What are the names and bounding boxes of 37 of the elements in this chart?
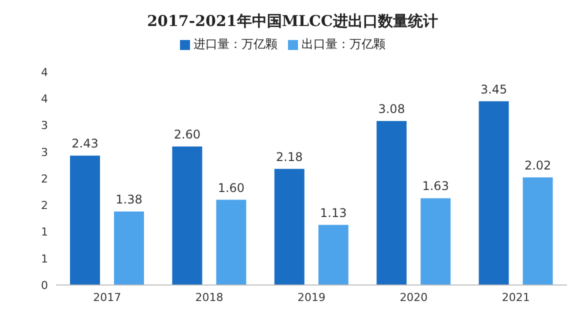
bar <box>522 177 553 285</box>
data-label: 3.45 <box>480 82 508 96</box>
data-label: 2.18 <box>276 150 303 164</box>
bar <box>376 120 407 285</box>
y-tick-label: 4 <box>41 92 48 106</box>
legend-label: 进口量：万亿颗 <box>194 37 278 51</box>
bar <box>172 146 202 285</box>
data-label: 2.43 <box>72 136 98 151</box>
y-tick-label: 3 <box>41 146 48 159</box>
x-tick-label: 2017 <box>93 290 122 304</box>
y-tick-label: 0 <box>41 278 48 292</box>
x-tick-label: 2018 <box>195 290 224 304</box>
data-label: 1.63 <box>422 179 449 194</box>
x-tick-label: 2020 <box>400 290 428 304</box>
y-tick-label: 2 <box>41 199 48 212</box>
data-label: 3.08 <box>378 102 405 116</box>
bar <box>114 212 144 285</box>
bar <box>478 101 509 285</box>
bar <box>318 224 348 285</box>
y-tick-label: 1 <box>41 226 48 239</box>
x-tick-label: 2021 <box>502 290 530 304</box>
bar <box>216 200 246 285</box>
bar <box>274 168 304 285</box>
chart-title: 2017-2021年中国MLCC进出口数量统计 <box>146 11 439 32</box>
x-tick-label: 2019 <box>298 290 326 304</box>
y-tick-label: 2 <box>41 172 48 186</box>
bar <box>70 156 100 285</box>
y-tick-label: 3 <box>41 119 48 132</box>
y-tick-label: 1 <box>41 252 48 266</box>
bar <box>420 198 451 285</box>
data-label: 1.13 <box>320 206 347 220</box>
data-label: 1.38 <box>116 192 142 207</box>
legend-label: 出口量：万亿颗 <box>302 37 386 51</box>
y-tick-label: 4 <box>41 66 48 79</box>
data-label: 2.60 <box>174 128 201 142</box>
data-label: 1.60 <box>218 180 245 195</box>
data-label: 2.02 <box>524 158 552 172</box>
